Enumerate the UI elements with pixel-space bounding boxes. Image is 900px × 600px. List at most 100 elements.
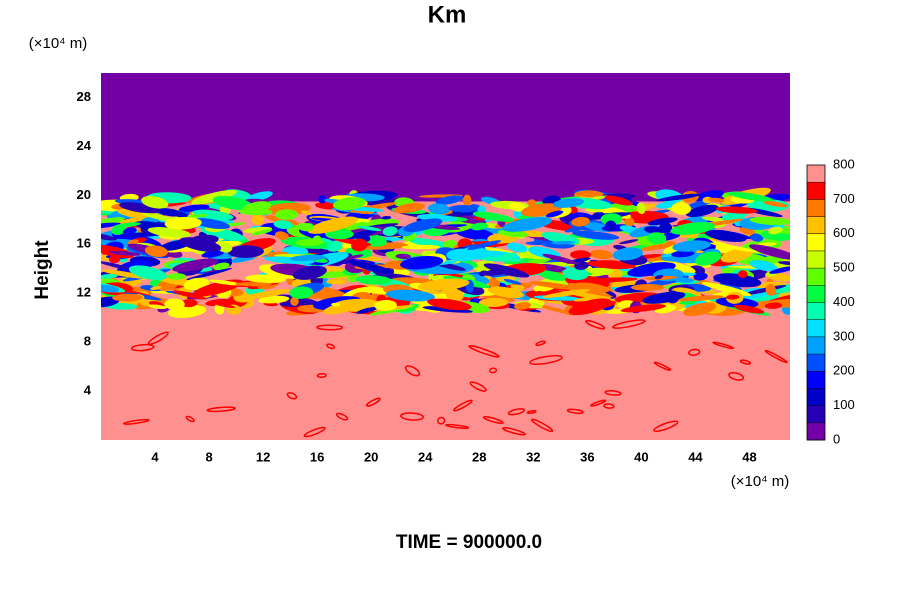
field-feature: [357, 225, 382, 232]
field-feature: [167, 273, 187, 280]
x-tick-label: 40: [634, 449, 648, 464]
field-feature: [694, 190, 724, 202]
field-feature: [682, 302, 717, 316]
field-feature: [600, 213, 623, 226]
x-tick-label: 28: [472, 449, 486, 464]
y-tick-label: 12: [77, 285, 91, 300]
field-feature: [351, 238, 368, 252]
field-feature: [483, 263, 530, 278]
x-tick-label: 24: [418, 449, 433, 464]
field-feature: [487, 286, 524, 299]
field-feature: [122, 227, 137, 235]
field-feature: [332, 197, 366, 211]
field-feature: [503, 279, 522, 285]
field-feature: [642, 291, 686, 304]
field-streak: [529, 354, 563, 365]
field-feature: [128, 265, 168, 281]
field-feature: [477, 256, 524, 262]
colorbar-tick-label: 100: [833, 397, 855, 412]
colorbar-band: [807, 302, 825, 320]
field-feature: [467, 240, 502, 250]
field-feature: [101, 284, 120, 293]
field-feature: [191, 189, 238, 205]
field-feature: [101, 269, 147, 279]
x-tick-label: 4: [151, 449, 159, 464]
field-feature: [749, 233, 764, 242]
field-feature: [394, 202, 425, 214]
field-feature: [769, 266, 790, 274]
field-feature: [326, 279, 348, 285]
field-feature: [636, 202, 646, 215]
field-feature: [374, 299, 397, 311]
field-feature: [290, 254, 326, 262]
colorbar-tick-label: 300: [833, 328, 855, 343]
field-feature: [180, 299, 198, 308]
field-feature: [395, 253, 411, 259]
y-tick-label: 24: [77, 138, 92, 153]
colorbar-tick-label: 500: [833, 260, 855, 275]
x-tick-label: 20: [364, 449, 378, 464]
field-streak: [653, 420, 679, 432]
field-feature: [258, 295, 290, 304]
y-tick-label: 16: [77, 236, 91, 251]
field-feature: [273, 220, 294, 230]
field-feature: [289, 286, 314, 299]
colorbar-band: [807, 268, 825, 286]
field-streak: [436, 416, 446, 425]
field-feature: [640, 243, 676, 251]
field-streak: [531, 418, 554, 433]
colorbar-band: [807, 422, 825, 441]
colorbar-band: [807, 182, 825, 200]
colorbar-tick-label: 800: [833, 156, 855, 171]
field-feature: [172, 290, 207, 300]
field-feature: [542, 289, 591, 298]
field-feature: [704, 229, 747, 242]
field-feature: [478, 297, 509, 308]
field-feature: [331, 302, 341, 307]
field-streak: [335, 412, 349, 421]
field-feature: [347, 260, 394, 274]
field-feature: [478, 270, 488, 277]
field-feature: [235, 282, 272, 287]
field-feature: [172, 258, 219, 272]
contour-field: [101, 73, 790, 440]
field-feature: [427, 298, 472, 311]
field-top: [101, 73, 790, 202]
field-feature: [435, 195, 464, 205]
field-feature: [570, 250, 591, 260]
field-streak: [185, 415, 195, 423]
field-feature: [112, 293, 143, 302]
field-streak: [326, 343, 336, 350]
field-feature: [344, 254, 364, 260]
field-streak: [286, 392, 298, 400]
field-streak: [566, 408, 584, 415]
colorbar-tick-label: 0: [833, 431, 840, 446]
field-feature: [356, 306, 378, 314]
field-feature: [527, 199, 537, 207]
field-feature: [630, 284, 665, 291]
field-feature: [212, 195, 253, 211]
field-streak: [764, 349, 788, 364]
colorbar-band: [807, 285, 825, 303]
field-feature: [733, 304, 765, 314]
field-streak: [604, 390, 622, 396]
field-feature: [213, 262, 230, 271]
field-feature: [542, 253, 578, 265]
x-tick-label: 48: [742, 449, 756, 464]
field-feature: [172, 211, 188, 218]
field-feature: [571, 230, 620, 240]
field-feature: [470, 222, 488, 231]
field-feature: [290, 296, 299, 306]
colorbar-band: [807, 354, 825, 372]
field-feature: [108, 250, 141, 256]
field-streak: [122, 418, 150, 425]
field-streak: [612, 319, 646, 329]
field-feature: [571, 216, 590, 227]
field-streak: [404, 365, 421, 377]
field-feature: [656, 193, 701, 202]
y-tick-label: 28: [77, 89, 91, 104]
field-feature: [529, 281, 578, 290]
field-feature: [768, 226, 783, 235]
field-streak: [526, 410, 537, 414]
field-feature: [672, 240, 711, 252]
